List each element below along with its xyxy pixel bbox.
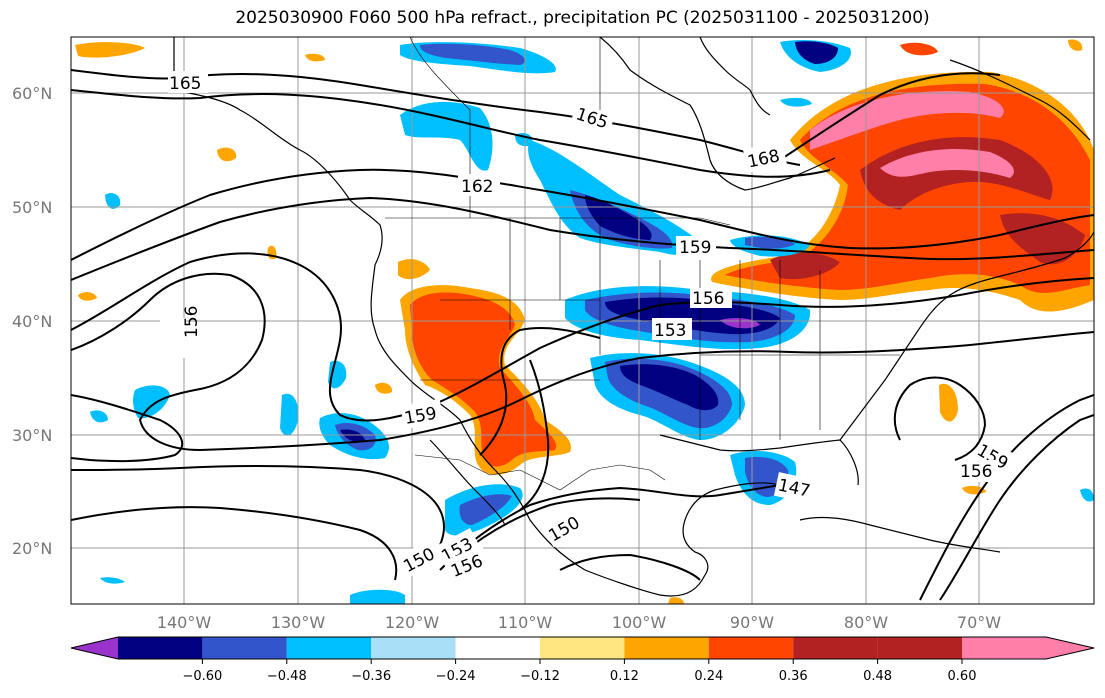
colorbar-segment	[455, 637, 540, 659]
colorbar-label: 0.36	[779, 669, 808, 684]
lon-label: 70°W	[957, 613, 1001, 632]
colorbar-segment	[962, 637, 1046, 659]
colorbar-segment	[624, 637, 709, 659]
colorbar-label: 0.60	[948, 669, 977, 684]
contour-label: 156	[692, 289, 724, 309]
lat-label: 30°N	[12, 426, 52, 445]
colorbar-segment	[708, 637, 794, 659]
colorbar-label: 0.12	[610, 669, 639, 684]
latitude-labels: 20°N 30°N 40°N 50°N 60°N	[12, 84, 52, 558]
lon-label: 90°W	[730, 613, 774, 632]
colorbar-segment	[371, 637, 456, 659]
colorbar-segment	[202, 637, 287, 659]
colorbar-label: −0.48	[267, 669, 307, 684]
colorbar-label: −0.60	[182, 669, 222, 684]
colorbar-label: 0.24	[694, 669, 723, 684]
graticule	[71, 37, 1094, 604]
lon-label: 140°W	[157, 613, 212, 632]
colorbar-label: −0.36	[351, 669, 391, 684]
map-area: 165 165 168 162 159 156 153 156 159 147 …	[71, 37, 1094, 604]
lon-label: 110°W	[498, 613, 553, 632]
lon-label: 130°W	[271, 613, 326, 632]
contour-label: 153	[654, 321, 686, 341]
colorbar-segment	[286, 637, 372, 659]
colorbar-label: 0.48	[863, 669, 892, 684]
contour-label: 156	[960, 462, 992, 482]
precip-shading	[75, 39, 1094, 604]
lon-label: 120°W	[385, 613, 440, 632]
lon-label: 100°W	[612, 613, 667, 632]
contour-label: 159	[679, 238, 711, 258]
lat-label: 20°N	[12, 539, 52, 558]
map-title: 2025030900 F060 500 hPa refract., precip…	[235, 8, 930, 28]
map-frame	[70, 36, 1095, 605]
contour-label: 165	[169, 74, 201, 94]
colorbar-segment	[540, 637, 625, 659]
colorbar-labels: −0.60 −0.48 −0.36 −0.24 −0.12 0.12 0.24 …	[182, 669, 976, 684]
colorbar-segment	[877, 637, 962, 659]
lat-label: 50°N	[12, 198, 52, 217]
coastlines	[173, 37, 1094, 597]
colorbar-extend-low	[71, 637, 118, 659]
contour-label: 162	[461, 177, 493, 197]
colorbar-label: −0.12	[520, 669, 560, 684]
longitude-labels: 140°W 130°W 120°W 110°W 100°W 90°W 80°W …	[157, 613, 1001, 632]
lat-label: 60°N	[12, 84, 52, 103]
colorbar-segment	[793, 637, 878, 659]
colorbar-label: −0.24	[436, 669, 476, 684]
colorbar: −0.60 −0.48 −0.36 −0.24 −0.12 0.12 0.24 …	[70, 636, 1095, 684]
contour-label: 156	[182, 306, 202, 338]
lon-label: 80°W	[844, 613, 888, 632]
colorbar-extend-high	[1046, 637, 1094, 659]
colorbar-segment	[118, 637, 203, 659]
lat-label: 40°N	[12, 312, 52, 331]
political-borders	[385, 37, 900, 491]
